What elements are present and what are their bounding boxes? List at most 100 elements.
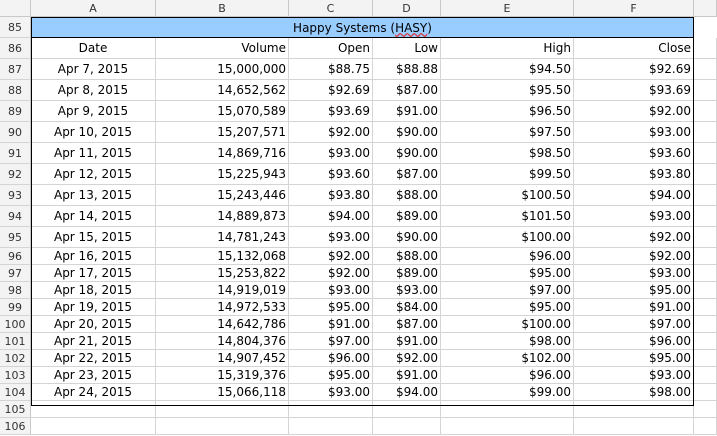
data-row-104-cell-b[interactable]: 15,066,118 [156,384,289,401]
row-header-105[interactable]: 105 [0,401,31,418]
data-row-90-cell-c[interactable]: $92.00 [289,122,373,143]
data-row-96-cell-a[interactable]: Apr 16, 2015 [31,248,156,265]
data-row-101-cell-b[interactable]: 14,804,376 [156,333,289,350]
data-row-90-cell-d[interactable]: $90.00 [373,122,441,143]
empty-row-105-cell-b[interactable] [156,401,289,418]
data-row-87-cell-f[interactable]: $92.69 [574,59,694,80]
data-row-95-cell-a[interactable]: Apr 15, 2015 [31,227,156,248]
column-header-a[interactable]: A [31,0,156,17]
data-row-94-cell-c[interactable]: $94.00 [289,206,373,227]
data-row-101-cell-c[interactable]: $97.00 [289,333,373,350]
row-header-103[interactable]: 103 [0,367,31,384]
row-header-92[interactable]: 92 [0,164,31,185]
empty-row-106-cell-a[interactable] [31,418,156,435]
data-row-96-cell-c[interactable]: $92.00 [289,248,373,265]
data-row-92-cell-c[interactable]: $93.60 [289,164,373,185]
data-row-97-cell-b[interactable]: 15,253,822 [156,265,289,282]
row-header-89[interactable]: 89 [0,101,31,122]
data-row-101-cell-d[interactable]: $91.00 [373,333,441,350]
data-row-99-cell-d[interactable]: $84.00 [373,299,441,316]
header-row-cell-f[interactable]: Close [574,38,694,59]
data-row-104-cell-f[interactable]: $98.00 [574,384,694,401]
data-row-93-cell-c[interactable]: $93.80 [289,185,373,206]
data-row-98-cell-g[interactable] [694,282,717,299]
data-row-97-cell-a[interactable]: Apr 17, 2015 [31,265,156,282]
data-row-88-cell-a[interactable]: Apr 8, 2015 [31,80,156,101]
row-header-96[interactable]: 96 [0,248,31,265]
row-header-95[interactable]: 95 [0,227,31,248]
data-row-97-cell-f[interactable]: $93.00 [574,265,694,282]
data-row-101-cell-g[interactable] [694,333,717,350]
data-row-96-cell-d[interactable]: $88.00 [373,248,441,265]
data-row-96-cell-f[interactable]: $92.00 [574,248,694,265]
data-row-88-cell-f[interactable]: $93.69 [574,80,694,101]
data-row-92-cell-f[interactable]: $93.80 [574,164,694,185]
data-row-103-cell-f[interactable]: $93.00 [574,367,694,384]
data-row-91-cell-a[interactable]: Apr 11, 2015 [31,143,156,164]
data-row-93-cell-f[interactable]: $94.00 [574,185,694,206]
data-row-87-cell-d[interactable]: $88.88 [373,59,441,80]
empty-row-105-cell-d[interactable] [373,401,441,418]
data-row-104-cell-g[interactable] [694,384,717,401]
data-row-93-cell-e[interactable]: $100.50 [441,185,574,206]
data-row-93-cell-b[interactable]: 15,243,446 [156,185,289,206]
data-row-92-cell-b[interactable]: 15,225,943 [156,164,289,185]
row-header-88[interactable]: 88 [0,80,31,101]
data-row-99-cell-b[interactable]: 14,972,533 [156,299,289,316]
data-row-100-cell-c[interactable]: $91.00 [289,316,373,333]
empty-row-105-cell-c[interactable] [289,401,373,418]
row-header-90[interactable]: 90 [0,122,31,143]
data-row-98-cell-e[interactable]: $97.00 [441,282,574,299]
data-row-87-cell-b[interactable]: 15,000,000 [156,59,289,80]
row-header-104[interactable]: 104 [0,384,31,401]
data-row-102-cell-c[interactable]: $96.00 [289,350,373,367]
header-row-cell-a[interactable]: Date [31,38,156,59]
data-row-93-cell-g[interactable] [694,185,717,206]
header-row-cell-b[interactable]: Volume [156,38,289,59]
data-row-103-cell-g[interactable] [694,367,717,384]
data-row-89-cell-d[interactable]: $91.00 [373,101,441,122]
header-row-cell-d[interactable]: Low [373,38,441,59]
data-row-97-cell-d[interactable]: $89.00 [373,265,441,282]
data-row-104-cell-a[interactable]: Apr 24, 2015 [31,384,156,401]
data-row-87-cell-a[interactable]: Apr 7, 2015 [31,59,156,80]
data-row-89-cell-e[interactable]: $96.50 [441,101,574,122]
data-row-102-cell-f[interactable]: $95.00 [574,350,694,367]
data-row-99-cell-f[interactable]: $91.00 [574,299,694,316]
data-row-89-cell-b[interactable]: 15,070,589 [156,101,289,122]
row-header-87[interactable]: 87 [0,59,31,80]
row-header-91[interactable]: 91 [0,143,31,164]
data-row-88-cell-e[interactable]: $95.50 [441,80,574,101]
data-row-99-cell-c[interactable]: $95.00 [289,299,373,316]
data-row-100-cell-b[interactable]: 14,642,786 [156,316,289,333]
row-header-99[interactable]: 99 [0,299,31,316]
data-row-100-cell-d[interactable]: $87.00 [373,316,441,333]
data-row-93-cell-a[interactable]: Apr 13, 2015 [31,185,156,206]
data-row-93-cell-d[interactable]: $88.00 [373,185,441,206]
empty-row-105-cell-a[interactable] [31,401,156,418]
data-row-102-cell-b[interactable]: 14,907,452 [156,350,289,367]
data-row-95-cell-f[interactable]: $92.00 [574,227,694,248]
data-row-92-cell-a[interactable]: Apr 12, 2015 [31,164,156,185]
empty-row-106-cell-g[interactable] [694,418,717,435]
data-row-90-cell-b[interactable]: 15,207,571 [156,122,289,143]
data-row-98-cell-f[interactable]: $95.00 [574,282,694,299]
data-row-101-cell-f[interactable]: $96.00 [574,333,694,350]
data-row-91-cell-b[interactable]: 14,869,716 [156,143,289,164]
data-row-96-cell-g[interactable] [694,248,717,265]
data-row-94-cell-e[interactable]: $101.50 [441,206,574,227]
data-row-94-cell-b[interactable]: 14,889,873 [156,206,289,227]
data-row-103-cell-c[interactable]: $95.00 [289,367,373,384]
data-row-100-cell-e[interactable]: $100.00 [441,316,574,333]
column-header-e[interactable]: E [441,0,574,17]
data-row-92-cell-d[interactable]: $87.00 [373,164,441,185]
column-header-c[interactable]: C [289,0,373,17]
data-row-98-cell-d[interactable]: $93.00 [373,282,441,299]
data-row-100-cell-f[interactable]: $97.00 [574,316,694,333]
data-row-89-cell-c[interactable]: $93.69 [289,101,373,122]
data-row-102-cell-a[interactable]: Apr 22, 2015 [31,350,156,367]
row-header-94[interactable]: 94 [0,206,31,227]
empty-row-105-cell-g[interactable] [694,401,717,418]
data-row-91-cell-e[interactable]: $98.50 [441,143,574,164]
data-row-94-cell-f[interactable]: $93.00 [574,206,694,227]
